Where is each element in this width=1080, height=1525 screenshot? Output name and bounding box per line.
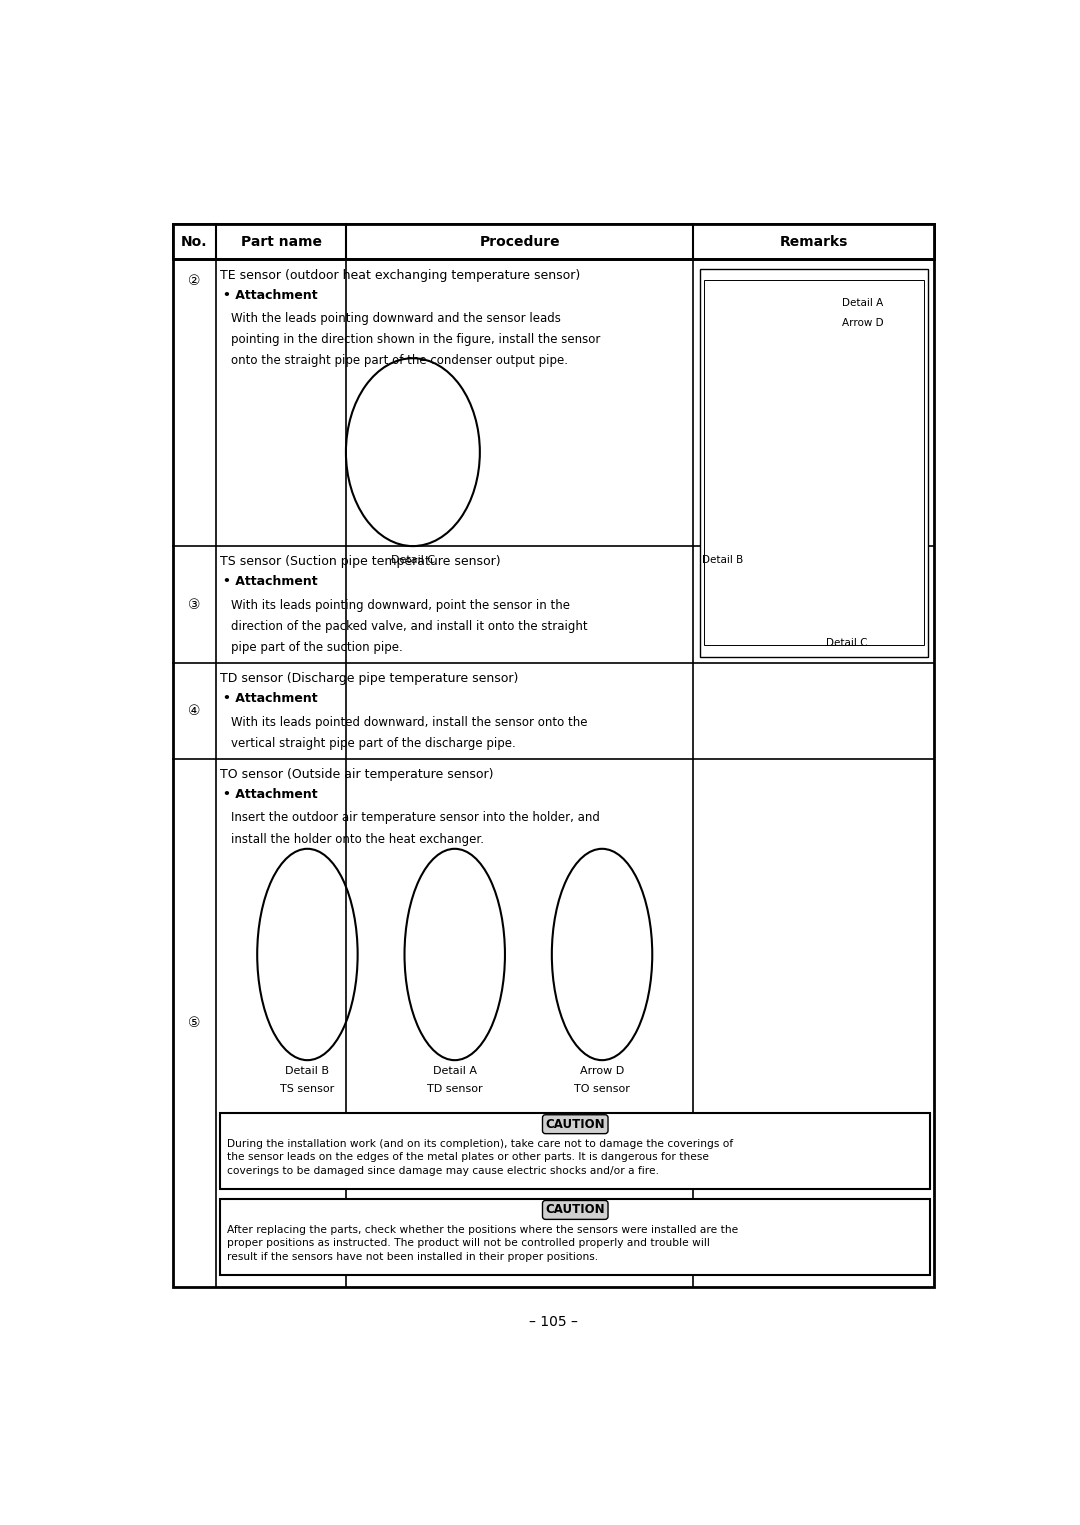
Text: Detail B: Detail B <box>285 1066 329 1077</box>
Text: Detail C: Detail C <box>391 555 435 566</box>
Text: • Attachment: • Attachment <box>222 788 318 801</box>
Text: Remarks: Remarks <box>780 235 848 249</box>
Text: ③: ③ <box>188 598 201 612</box>
Text: TD sensor (Discharge pipe temperature sensor): TD sensor (Discharge pipe temperature se… <box>220 673 518 685</box>
Text: pipe part of the suction pipe.: pipe part of the suction pipe. <box>231 640 403 654</box>
Text: No.: No. <box>181 235 207 249</box>
Text: install the holder onto the heat exchanger.: install the holder onto the heat exchang… <box>231 833 484 846</box>
FancyBboxPatch shape <box>220 1113 930 1190</box>
FancyBboxPatch shape <box>700 268 929 657</box>
Text: – 105 –: – 105 – <box>529 1315 578 1328</box>
Text: Detail A: Detail A <box>433 1066 476 1077</box>
Text: Detail C: Detail C <box>825 637 867 648</box>
Text: During the installation work (and on its completion), take care not to damage th: During the installation work (and on its… <box>227 1139 733 1176</box>
Text: CAUTION: CAUTION <box>545 1203 605 1217</box>
Text: Insert the outdoor air temperature sensor into the holder, and: Insert the outdoor air temperature senso… <box>231 811 600 825</box>
Text: • Attachment: • Attachment <box>222 575 318 589</box>
Text: CAUTION: CAUTION <box>545 1118 605 1130</box>
Text: Detail A: Detail A <box>841 297 882 308</box>
Text: TS sensor: TS sensor <box>281 1084 335 1093</box>
Text: With its leads pointing downward, point the sensor in the: With its leads pointing downward, point … <box>231 599 570 612</box>
FancyBboxPatch shape <box>704 281 924 645</box>
Text: With the leads pointing downward and the sensor leads: With the leads pointing downward and the… <box>231 313 562 325</box>
Text: TS sensor (Suction pipe temperature sensor): TS sensor (Suction pipe temperature sens… <box>220 555 501 569</box>
Text: ⑤: ⑤ <box>188 1016 201 1029</box>
Text: ④: ④ <box>188 705 201 718</box>
Text: • Attachment: • Attachment <box>222 288 318 302</box>
Text: direction of the packed valve, and install it onto the straight: direction of the packed valve, and insta… <box>231 621 588 633</box>
Text: TE sensor (outdoor heat exchanging temperature sensor): TE sensor (outdoor heat exchanging tempe… <box>220 268 581 282</box>
Text: • Attachment: • Attachment <box>222 692 318 706</box>
FancyBboxPatch shape <box>220 1199 930 1275</box>
Text: With its leads pointed downward, install the sensor onto the: With its leads pointed downward, install… <box>231 715 588 729</box>
Text: pointing in the direction shown in the figure, install the sensor: pointing in the direction shown in the f… <box>231 332 600 346</box>
Text: Arrow D: Arrow D <box>841 317 883 328</box>
Text: TO sensor: TO sensor <box>575 1084 630 1093</box>
Text: Detail B: Detail B <box>702 555 743 564</box>
Text: TD sensor: TD sensor <box>427 1084 483 1093</box>
FancyBboxPatch shape <box>173 224 934 259</box>
Text: Procedure: Procedure <box>480 235 559 249</box>
Text: After replacing the parts, check whether the positions where the sensors were in: After replacing the parts, check whether… <box>227 1225 739 1261</box>
Text: Part name: Part name <box>241 235 322 249</box>
Text: TO sensor (Outside air temperature sensor): TO sensor (Outside air temperature senso… <box>220 769 494 781</box>
Text: vertical straight pipe part of the discharge pipe.: vertical straight pipe part of the disch… <box>231 737 516 750</box>
Text: onto the straight pipe part of the condenser output pipe.: onto the straight pipe part of the conde… <box>231 354 568 368</box>
FancyBboxPatch shape <box>173 224 934 1287</box>
Text: ②: ② <box>188 274 201 288</box>
Text: Arrow D: Arrow D <box>580 1066 624 1077</box>
